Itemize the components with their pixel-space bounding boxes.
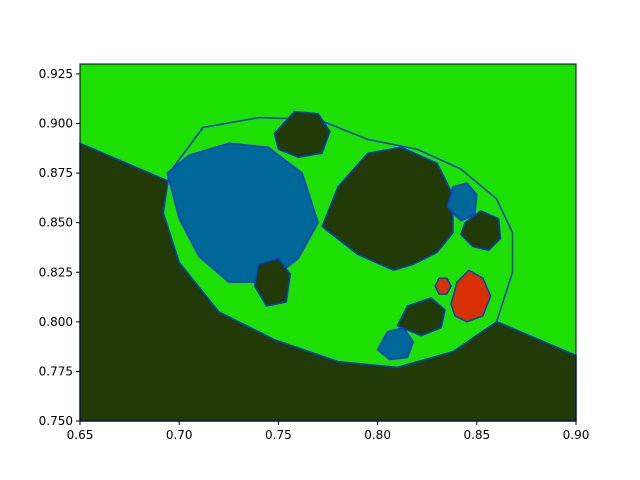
region-blue-bottom-bubble: [376, 327, 415, 361]
plot-area: [79, 64, 577, 422]
y-tick-label: 0.825: [39, 265, 73, 279]
y-tick-label: 0.850: [39, 216, 73, 230]
y-tick-label: 0.775: [39, 364, 73, 378]
y-tick-label: 0.750: [39, 414, 73, 428]
x-tick-label: 0.90: [563, 428, 590, 442]
region-dark-right-bubble: [460, 210, 502, 252]
x-tick-label: 0.85: [463, 428, 490, 442]
x-tick-label: 0.65: [67, 428, 94, 442]
region-dark-left-bubble: [253, 257, 292, 307]
x-axis: 0.65 0.70 0.75 0.80 0.85 0.90: [67, 421, 590, 442]
x-tick-label: 0.70: [166, 428, 193, 442]
region-dark-bottom-bubble: [396, 297, 446, 337]
x-tick-label: 0.75: [265, 428, 292, 442]
y-tick-label: 0.925: [39, 67, 73, 81]
region-blue-main-bulb: [166, 142, 319, 283]
y-tick-label: 0.800: [39, 315, 73, 329]
region-dark-top-bubble: [273, 110, 331, 158]
axes-frame: [79, 63, 577, 422]
y-tick-label: 0.900: [39, 117, 73, 131]
region-red-bulb: [450, 269, 492, 323]
region-blue-right-bubble: [446, 182, 478, 222]
y-axis: 0.750 0.775 0.800 0.825 0.850 0.875 0.900 0.925: [39, 67, 80, 428]
x-tick-label: 0.80: [364, 428, 391, 442]
region-red-small-bulb: [434, 277, 452, 295]
y-tick-label: 0.875: [39, 166, 73, 180]
